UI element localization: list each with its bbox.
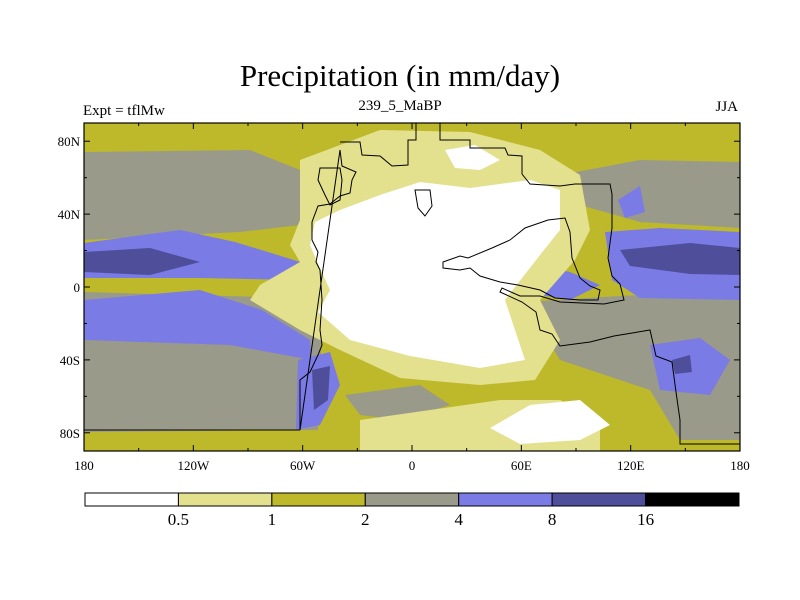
coastlines (84, 122, 740, 445)
y-tick-label: 80N (58, 134, 81, 149)
colorbar-label: 0.5 (168, 510, 189, 529)
chart-title: Precipitation (in mm/day) (239, 58, 561, 93)
colorbar-swatch (271, 492, 366, 507)
colorbar-label: 8 (548, 510, 557, 529)
contour-gray-indian (525, 290, 740, 440)
x-tick-label: 180 (730, 458, 750, 473)
y-tick-label: 80S (60, 426, 80, 441)
season-label: JJA (715, 99, 738, 115)
experiment-label: Expt = tflMw (83, 103, 165, 119)
colorbar-swatch (458, 492, 553, 507)
x-tick-label: 120W (177, 458, 210, 473)
contour-darkblue-south-pacific (672, 355, 692, 374)
colorbar-label: 1 (268, 510, 277, 529)
contour-fields (84, 123, 740, 451)
y-tick-label: 40N (58, 207, 81, 222)
contour-white-south-pole (490, 400, 610, 444)
x-tick-label: 60E (511, 458, 532, 473)
period-label: 239_5_MaBP (358, 98, 442, 114)
contour-white-continent-interior (310, 180, 560, 368)
pangea-outline (84, 122, 740, 445)
contour-darkblue-atlantic (84, 248, 200, 275)
contour-blue-south-tropical (84, 290, 312, 360)
contour-gray-north-atlantic (84, 150, 300, 240)
colorbar-label: 2 (361, 510, 370, 529)
contour-white-north (445, 145, 500, 170)
colorbar: 0.5 1 2 4 8 16 (84, 492, 740, 529)
x-tick-label: 60W (290, 458, 316, 473)
colorbar-label: 16 (637, 510, 654, 529)
y-tick-label: 0 (74, 280, 81, 295)
contour-blue-north-pacific-small (618, 186, 645, 218)
contour-gray-north-pacific (560, 160, 740, 228)
x-tick-label: 180 (74, 458, 94, 473)
colorbar-swatch (551, 492, 647, 507)
y-tick-label: 40S (60, 353, 80, 368)
colorbar-swatch (364, 492, 460, 507)
tethys-outline (442, 217, 601, 301)
x-tick-label: 120E (617, 458, 645, 473)
colorbar-label: 4 (454, 510, 463, 529)
colorbar-swatch (84, 492, 179, 507)
axes: 180 120W 60W 0 60E 120E 180 80N 40N 0 40S 80S (58, 123, 750, 473)
colorbar-swatch (177, 492, 273, 507)
colorbar-swatch (645, 492, 740, 507)
contour-darkblue-pacific (620, 243, 740, 275)
contour-darkblue-southwest (312, 366, 330, 410)
x-tick-label: 0 (409, 458, 416, 473)
